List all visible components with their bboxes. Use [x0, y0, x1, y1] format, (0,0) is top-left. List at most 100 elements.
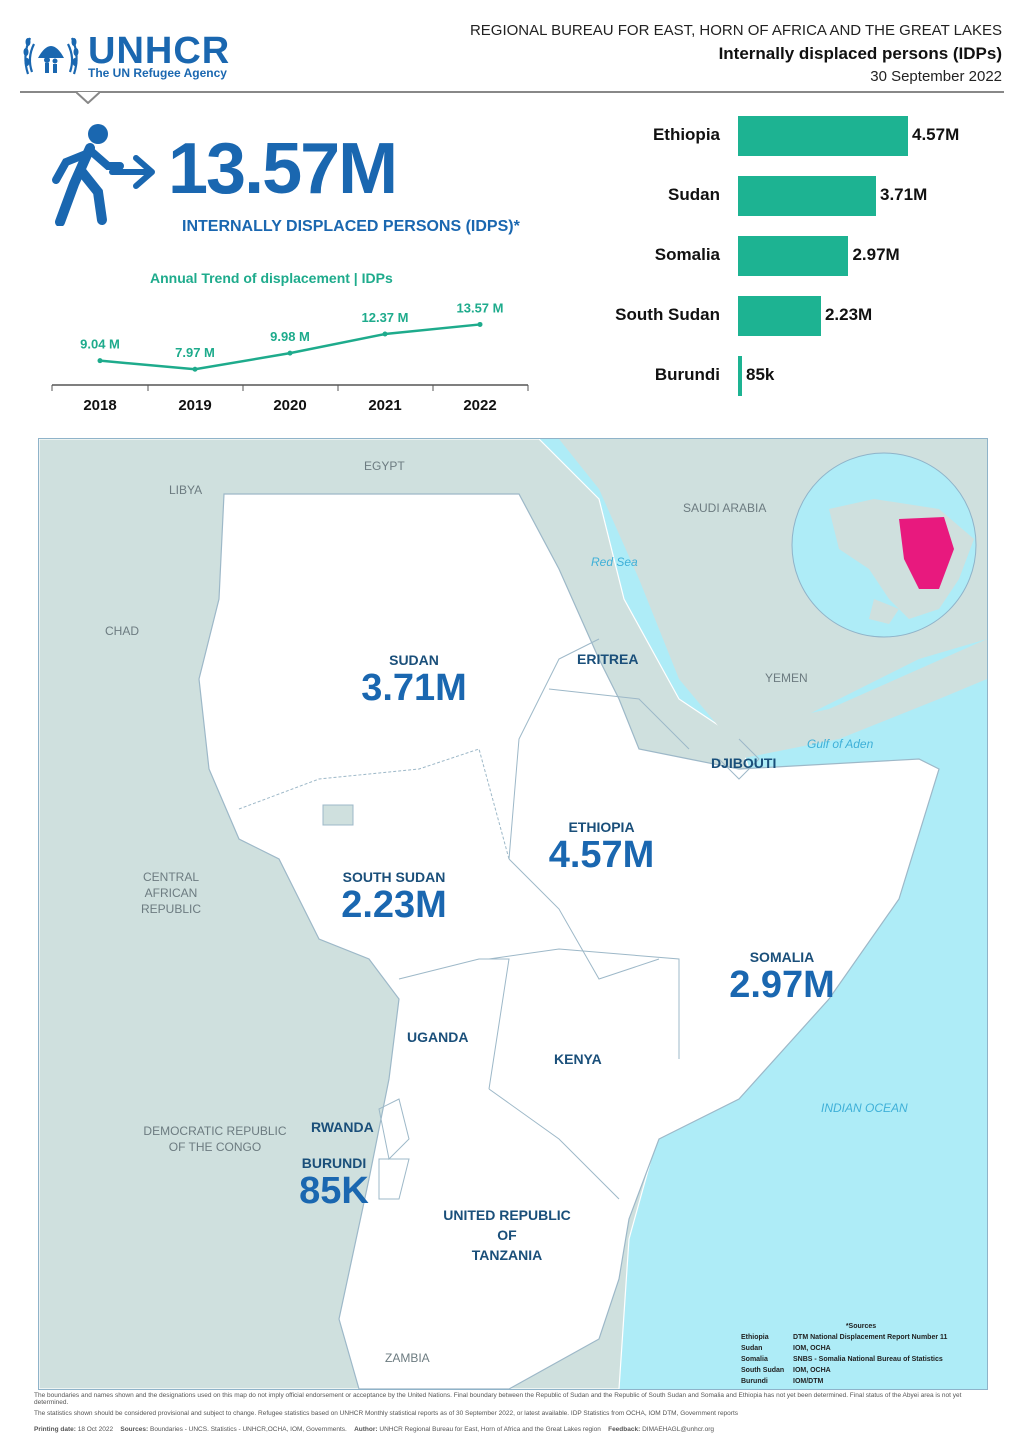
trend-data-label: 12.37 M: [362, 310, 409, 325]
trend-chart-title: Annual Trend of displacement | IDPs: [150, 270, 393, 286]
map-uganda-name: UGANDA: [407, 1029, 469, 1045]
map-tanzania-l1: UNITED REPUBLIC: [443, 1207, 571, 1223]
report-date: 30 September 2022: [870, 68, 1002, 85]
printing-date: 18 Oct 2022: [77, 1426, 114, 1433]
bar-value-label: 3.71M: [880, 185, 928, 204]
sources-text: Boundaries - UNCS. Statistics - UNHCR,OC…: [150, 1426, 347, 1433]
country-bar-chart: Ethiopia 4.57M Sudan 3.71M Somalia 2.97M South…: [520, 108, 1000, 408]
bar-country-label: Somalia: [654, 245, 720, 264]
sources-row: Sudan IOM, OCHA: [741, 1343, 981, 1354]
total-idps-label: INTERNALLY DISPLACED PERSONS (IDPS)*: [182, 218, 520, 235]
map-tanzania-l3: TANZANIA: [471, 1247, 543, 1263]
bar-value-label: 2.97M: [852, 245, 900, 264]
map-somalia-name: SOMALIA: [749, 949, 815, 965]
map-red-sea-label: Red Sea: [591, 555, 638, 569]
map-gulf-label: Gulf of Aden: [807, 737, 874, 751]
map-egypt-label: EGYPT: [364, 459, 405, 473]
author-text: UNHCR Regional Bureau for East, Horn of …: [379, 1426, 601, 1433]
globe-inset: [791, 452, 977, 638]
map-drawing: [39, 439, 987, 1389]
map-south-sudan-name: SOUTH SUDAN: [342, 869, 446, 885]
feedback-label: Feedback:: [608, 1426, 641, 1433]
footer-meta: Printing date: 18 Oct 2022 Sources: Boun…: [34, 1426, 994, 1433]
sources-source: DTM National Displacement Report Number …: [793, 1334, 948, 1341]
sources-row: Ethiopia DTM National Displacement Report…: [741, 1332, 981, 1343]
trend-year-label: 2019: [178, 397, 211, 414]
map-car-l1: CENTRAL: [142, 870, 199, 884]
trend-data-label: 9.04 M: [80, 337, 120, 352]
map-somalia-value: 2.97M: [729, 964, 835, 1006]
bar-mark: [738, 296, 821, 336]
bar-mark: [738, 176, 876, 216]
trend-year-label: 2022: [463, 397, 496, 414]
footer-stats-note: The statistics shown should be considere…: [34, 1410, 739, 1417]
bar-mark: [738, 236, 849, 276]
map-tanzania-l2: OF: [497, 1227, 517, 1243]
bar-mark: [738, 116, 908, 156]
map-ethiopia-value: 4.57M: [548, 834, 655, 876]
trend-point: [192, 366, 198, 372]
bureau-title: REGIONAL BUREAU FOR EAST, HORN OF AFRICA…: [469, 22, 1002, 39]
header-divider: [20, 91, 1004, 93]
map-car-l2: AFRICAN: [144, 886, 198, 900]
header-pointer-icon: [76, 92, 100, 104]
trend-year-label: 2018: [83, 397, 116, 414]
sources-country: South Sudan: [741, 1367, 785, 1374]
trend-data-label: 13.57 M: [457, 300, 504, 315]
map-zambia-label: ZAMBIA: [385, 1351, 430, 1365]
map-saudi-label: SAUDI ARABIA: [683, 501, 767, 515]
logo-name: UNHCR: [88, 30, 231, 72]
map-burundi-value: 85K: [299, 1170, 369, 1212]
trend-point: [382, 331, 388, 337]
map-car-l3: REPUBLIC: [140, 902, 202, 916]
trend-data-label: 9.98 M: [270, 329, 310, 344]
sources-country: Ethiopia: [741, 1334, 769, 1341]
regional-map: SUDAN 3.71M ERITREA DJIBOUTI ETHIOPIA 4.…: [38, 438, 988, 1390]
sources-source: SNBS - Somalia National Bureau of Statis…: [793, 1356, 943, 1363]
map-indian-ocean-label: INDIAN OCEAN: [821, 1101, 908, 1115]
displaced-person-icon: [52, 124, 155, 226]
logo-tagline: The UN Refugee Agency: [88, 66, 227, 80]
trend-point: [477, 321, 483, 327]
bar-country-label: South Sudan: [615, 305, 720, 324]
map-south-sudan-value: 2.23M: [341, 884, 447, 926]
bar-country-label: Ethiopia: [652, 125, 720, 144]
page-title: Internally displaced persons (IDPs): [718, 44, 1002, 63]
bar-value-label: 2.23M: [824, 305, 873, 324]
map-sudan-value: 3.71M: [361, 667, 467, 709]
sources-country: Somalia: [741, 1356, 768, 1363]
sources-box: *Sources Ethiopia DTM National Displaceme…: [741, 1321, 981, 1387]
author-label: Author:: [354, 1426, 378, 1433]
footer-disclaimer: The boundaries and names shown and the d…: [34, 1392, 962, 1406]
map-chad-label: CHAD: [105, 624, 140, 638]
sources-source: IOM/DTM: [793, 1378, 824, 1385]
printing-label: Printing date:: [34, 1426, 76, 1433]
map-libya-label: LIBYA: [169, 483, 203, 497]
trend-line-chart: 9.04 M 2018 7.97 M 2019 9.98 M 2020 12.37 M 202…: [51, 300, 529, 414]
map-drc-l2: OF THE CONGO: [168, 1140, 262, 1154]
map-eritrea-name: ERITREA: [577, 651, 639, 667]
bar-country-label: Burundi: [654, 365, 720, 384]
sources-label: Sources:: [120, 1426, 149, 1433]
map-drc-l1: DEMOCRATIC REPUBLIC: [143, 1124, 287, 1138]
trend-year-label: 2020: [273, 397, 306, 414]
map-rwanda-name: RWANDA: [311, 1119, 374, 1135]
bar-country-label: Sudan: [668, 185, 720, 204]
total-idps-value: 13.57M: [168, 129, 398, 209]
trend-point: [97, 358, 103, 364]
trend-point: [287, 350, 293, 356]
sources-source: IOM, OCHA: [793, 1345, 831, 1352]
map-sudan-name: SUDAN: [389, 652, 439, 668]
feedback-email[interactable]: DIMAEHAGL@unhcr.org: [642, 1426, 715, 1433]
sources-row: Somalia SNBS - Somalia National Bureau of…: [741, 1354, 981, 1365]
trend-data-label: 7.97 M: [175, 345, 215, 360]
sources-country: Sudan: [741, 1345, 763, 1352]
trend-year-label: 2021: [368, 397, 401, 414]
sources-row: Burundi IOM/DTM: [741, 1376, 981, 1387]
sources-row: South Sudan IOM, OCHA: [741, 1365, 981, 1376]
bar-value-label: 4.57M: [912, 125, 960, 144]
map-ethiopia-name: ETHIOPIA: [568, 819, 635, 835]
bar-mark: [738, 356, 742, 396]
bar-value-label: 85k: [746, 365, 775, 384]
map-burundi-name: BURUNDI: [301, 1155, 367, 1171]
